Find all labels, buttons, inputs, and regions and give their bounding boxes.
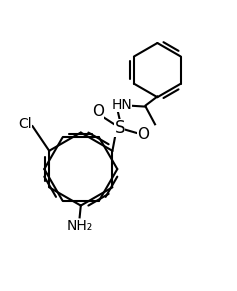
Text: HN: HN — [112, 98, 132, 112]
Text: O: O — [137, 127, 149, 142]
Text: Cl: Cl — [19, 117, 32, 131]
Text: NH₂: NH₂ — [67, 219, 93, 233]
Text: S: S — [114, 119, 125, 137]
Text: O: O — [92, 104, 105, 119]
